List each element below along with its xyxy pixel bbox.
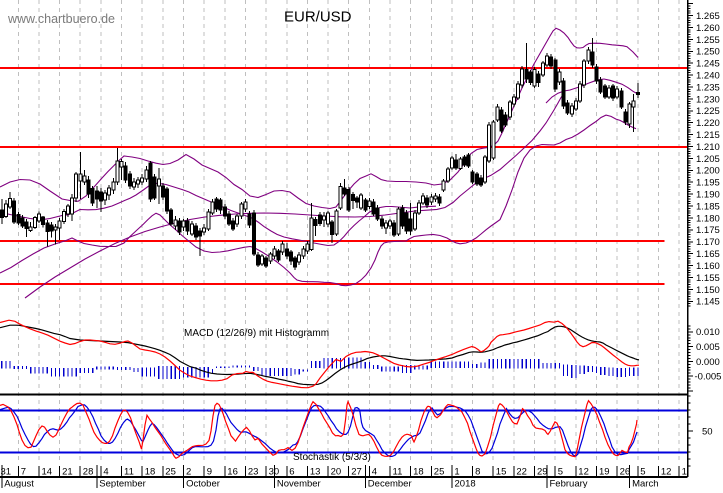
svg-text:2018: 2018 [455, 479, 476, 489]
svg-text:MACD (12/26/9) mit Histogramm: MACD (12/26/9) mit Histogramm [184, 328, 329, 339]
svg-text:0.000: 0.000 [696, 357, 720, 368]
svg-text:1.145: 1.145 [696, 297, 720, 308]
svg-text:29: 29 [537, 467, 548, 478]
svg-text:7: 7 [21, 467, 26, 478]
svg-text:28: 28 [83, 467, 94, 478]
svg-text:1.220: 1.220 [696, 118, 720, 129]
svg-text:18: 18 [413, 467, 424, 478]
svg-text:27: 27 [351, 467, 362, 478]
svg-text:18: 18 [145, 467, 156, 478]
svg-text:4: 4 [103, 467, 108, 478]
svg-text:1.165: 1.165 [696, 249, 720, 260]
svg-text:15: 15 [496, 467, 507, 478]
svg-text:50: 50 [702, 427, 713, 438]
svg-text:31: 31 [1, 467, 12, 478]
svg-text:23: 23 [248, 467, 259, 478]
svg-text:9: 9 [207, 467, 212, 478]
svg-text:1.265: 1.265 [696, 11, 720, 22]
svg-text:August: August [4, 479, 34, 489]
svg-text:20: 20 [331, 467, 342, 478]
svg-text:13: 13 [310, 467, 321, 478]
svg-text:1.175: 1.175 [696, 225, 720, 236]
svg-text:12: 12 [661, 467, 672, 478]
svg-text:-0.005: -0.005 [695, 372, 722, 383]
svg-text:www.chartbuero.de: www.chartbuero.de [7, 12, 115, 26]
svg-text:1.235: 1.235 [696, 82, 720, 93]
svg-text:1.245: 1.245 [696, 59, 720, 70]
svg-text:11: 11 [124, 467, 134, 478]
svg-text:December: December [368, 479, 412, 489]
svg-text:1.200: 1.200 [696, 166, 720, 177]
svg-text:October: October [186, 479, 220, 489]
svg-text:5: 5 [558, 467, 563, 478]
svg-text:1.190: 1.190 [696, 190, 720, 201]
svg-text:1: 1 [682, 467, 687, 478]
svg-text:1.185: 1.185 [696, 201, 720, 212]
svg-text:1.215: 1.215 [696, 130, 720, 141]
svg-text:26: 26 [620, 467, 631, 478]
svg-text:8: 8 [475, 467, 480, 478]
svg-text:1.250: 1.250 [696, 47, 720, 58]
svg-text:November: November [277, 479, 321, 489]
svg-text:February: February [550, 479, 588, 489]
svg-text:12: 12 [578, 467, 589, 478]
svg-text:1.230: 1.230 [696, 94, 720, 105]
svg-text:11: 11 [393, 467, 403, 478]
svg-text:1.240: 1.240 [696, 71, 720, 82]
svg-text:21: 21 [62, 467, 73, 478]
svg-text:30: 30 [269, 467, 280, 478]
svg-text:1.205: 1.205 [696, 154, 720, 165]
svg-text:0.005: 0.005 [696, 342, 720, 353]
svg-text:1.225: 1.225 [696, 106, 720, 117]
svg-text:22: 22 [516, 467, 527, 478]
svg-text:1.210: 1.210 [696, 142, 720, 153]
svg-text:16: 16 [227, 467, 238, 478]
svg-text:14: 14 [42, 467, 53, 478]
svg-text:25: 25 [434, 467, 445, 478]
svg-text:1.160: 1.160 [696, 261, 720, 272]
svg-text:Stochastik (5/3/3): Stochastik (5/3/3) [293, 452, 371, 463]
svg-text:6: 6 [289, 467, 294, 478]
svg-text:5: 5 [640, 467, 645, 478]
svg-text:1.260: 1.260 [696, 23, 720, 34]
svg-text:1.155: 1.155 [696, 273, 720, 284]
svg-text:4: 4 [372, 467, 377, 478]
svg-text:2: 2 [186, 467, 191, 478]
svg-text:1.195: 1.195 [696, 178, 720, 189]
svg-text:0.010: 0.010 [696, 327, 720, 338]
svg-text:25: 25 [165, 467, 176, 478]
svg-text:1.180: 1.180 [696, 213, 720, 224]
svg-text:1.255: 1.255 [696, 35, 720, 46]
svg-text:1.150: 1.150 [696, 285, 720, 296]
svg-text:1.170: 1.170 [696, 237, 720, 248]
svg-text:19: 19 [599, 467, 610, 478]
svg-text:March: March [632, 479, 658, 489]
svg-text:September: September [99, 479, 145, 489]
svg-text:EUR/USD: EUR/USD [284, 9, 352, 26]
svg-text:1: 1 [454, 467, 459, 478]
